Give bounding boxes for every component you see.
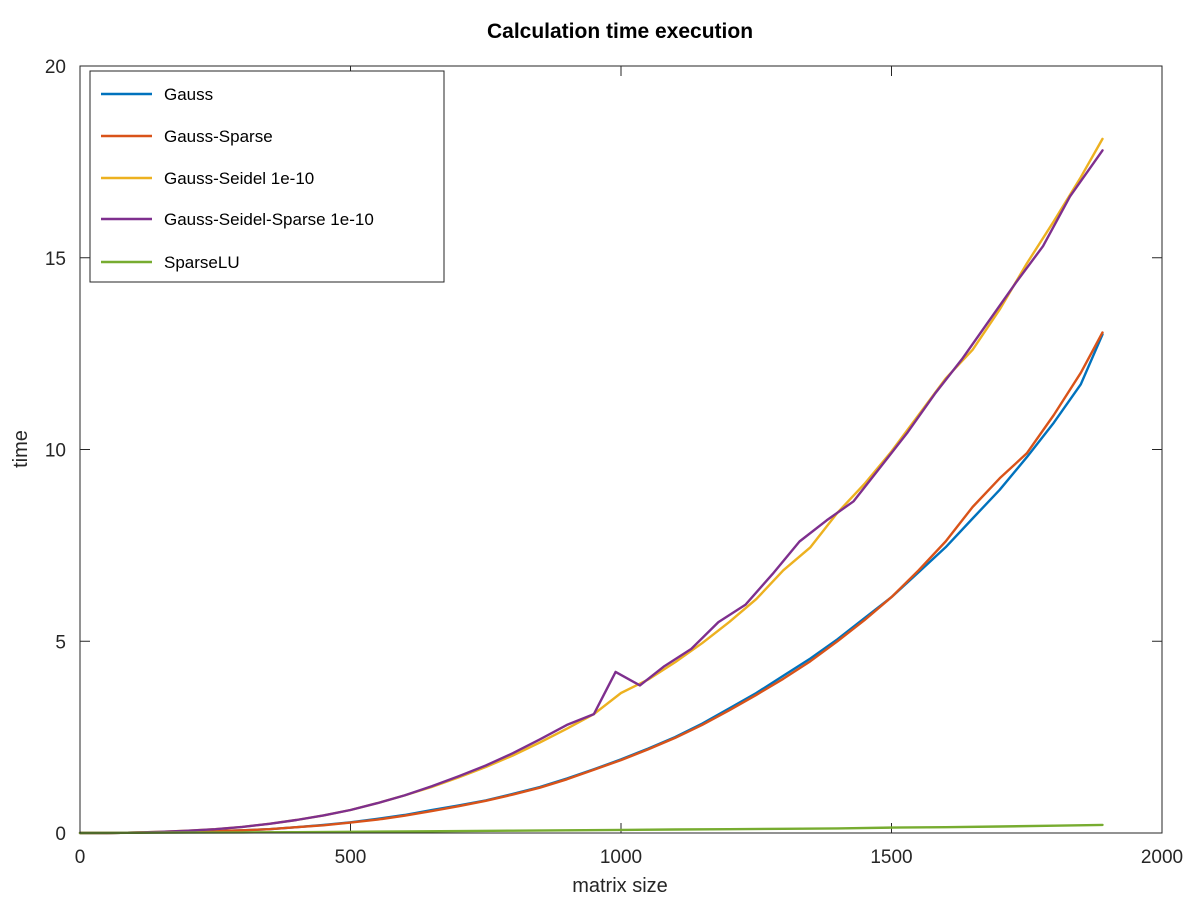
series-line-gauss-seidel-sparse-1e-10 [78,149,1104,835]
legend-item: Gauss [101,85,213,104]
x-tick-label: 1000 [600,847,642,868]
x-tick-label: 500 [335,847,367,868]
series-lines [78,137,1104,835]
series-line-sparselu [78,823,1104,835]
legend-box [89,70,445,283]
x-tick-label: 2000 [1141,847,1183,868]
series-line-gauss-sparse [78,331,1104,835]
y-tick-label: 20 [45,57,66,78]
y-tick-label: 0 [55,824,66,845]
y-tick-label: 15 [45,249,66,270]
plot-frame [79,65,1163,834]
legend-label: Gauss [164,85,213,104]
chart-title: Calculation time execution [487,20,753,43]
legend-items: Gauss Gauss-Sparse Gauss-Seidel 1e-10 Gauss… [101,85,374,272]
x-axis-label: matrix size [572,875,668,897]
legend-label: SparseLU [164,253,240,272]
axis-tick-labels: 0 500 1000 1500 2000 0 5 10 15 20 [45,57,1183,868]
legend-item: Gauss-Seidel-Sparse 1e-10 [101,210,374,229]
y-tick-label: 10 [45,441,66,462]
y-tick-label: 5 [55,632,66,653]
legend-label: Gauss-Sparse [164,127,273,146]
legend-item: Gauss-Seidel 1e-10 [101,169,314,188]
x-tick-label: 0 [75,847,86,868]
y-axis-label: time [10,430,32,468]
legend-label: Gauss-Seidel-Sparse 1e-10 [164,210,374,229]
x-tick-label: 1500 [870,847,912,868]
legend: Gauss Gauss-Sparse Gauss-Seidel 1e-10 Gauss… [89,70,445,283]
legend-item: Gauss-Sparse [101,127,273,146]
legend-item: SparseLU [101,253,240,272]
legend-label: Gauss-Seidel 1e-10 [164,169,314,188]
